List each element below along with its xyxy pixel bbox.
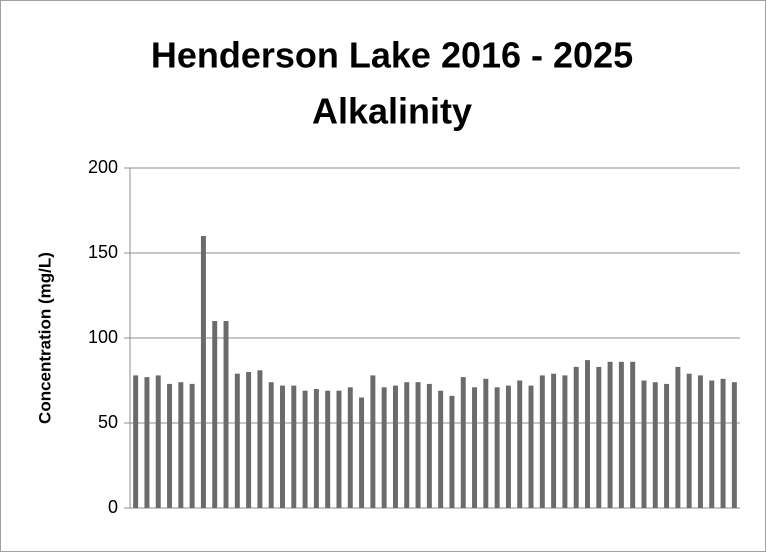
bar bbox=[494, 387, 500, 508]
bar bbox=[302, 390, 308, 508]
bar bbox=[155, 375, 161, 508]
bar bbox=[731, 382, 737, 508]
bar bbox=[528, 385, 534, 508]
bar bbox=[551, 373, 557, 508]
bar bbox=[370, 375, 376, 508]
bar bbox=[291, 385, 297, 508]
bar bbox=[189, 383, 195, 508]
bar bbox=[178, 382, 184, 508]
bar bbox=[596, 366, 602, 508]
bar bbox=[630, 361, 636, 508]
bar bbox=[426, 383, 432, 508]
bar bbox=[133, 375, 139, 508]
y-tick-label: 100 bbox=[88, 327, 118, 347]
bar bbox=[144, 377, 150, 508]
y-axis-title: Concentration (mg/L) bbox=[35, 252, 54, 424]
bar bbox=[472, 387, 478, 508]
bar bbox=[280, 385, 285, 508]
bar bbox=[415, 382, 421, 508]
bar bbox=[686, 373, 692, 508]
bar bbox=[200, 236, 206, 508]
bar bbox=[234, 373, 240, 508]
bar bbox=[607, 361, 613, 508]
bar bbox=[246, 372, 252, 508]
bar bbox=[404, 382, 410, 508]
bar bbox=[336, 390, 342, 508]
bar bbox=[562, 375, 568, 508]
y-tick-label: 200 bbox=[88, 157, 118, 177]
bar bbox=[392, 385, 398, 508]
bar bbox=[675, 366, 681, 508]
bar bbox=[167, 383, 173, 508]
bar bbox=[257, 370, 263, 508]
bar bbox=[460, 377, 466, 508]
bar bbox=[438, 390, 444, 508]
bar bbox=[268, 382, 274, 508]
y-tick-label: 0 bbox=[108, 497, 118, 517]
bar bbox=[573, 366, 579, 508]
bar bbox=[585, 360, 590, 508]
bar bbox=[449, 395, 455, 508]
bar bbox=[618, 361, 624, 508]
bar bbox=[223, 321, 229, 508]
bar bbox=[381, 387, 387, 508]
bar bbox=[539, 375, 545, 508]
y-tick-label: 50 bbox=[98, 412, 118, 432]
bar bbox=[652, 382, 658, 508]
bar bbox=[483, 378, 489, 508]
y-tick-label: 150 bbox=[88, 242, 118, 262]
bar bbox=[664, 383, 670, 508]
bar bbox=[359, 397, 365, 508]
bar bbox=[697, 375, 703, 508]
bar bbox=[517, 380, 523, 508]
bar bbox=[313, 389, 319, 508]
bar bbox=[641, 380, 647, 508]
chart-title: Alkalinity bbox=[312, 91, 472, 132]
bar bbox=[212, 321, 218, 508]
bar bbox=[347, 387, 353, 508]
bar bbox=[709, 380, 715, 508]
bar bbox=[720, 378, 726, 508]
bar bbox=[325, 390, 331, 508]
chart-title: Henderson Lake 2016 - 2025 bbox=[151, 35, 633, 76]
bar bbox=[505, 385, 511, 508]
